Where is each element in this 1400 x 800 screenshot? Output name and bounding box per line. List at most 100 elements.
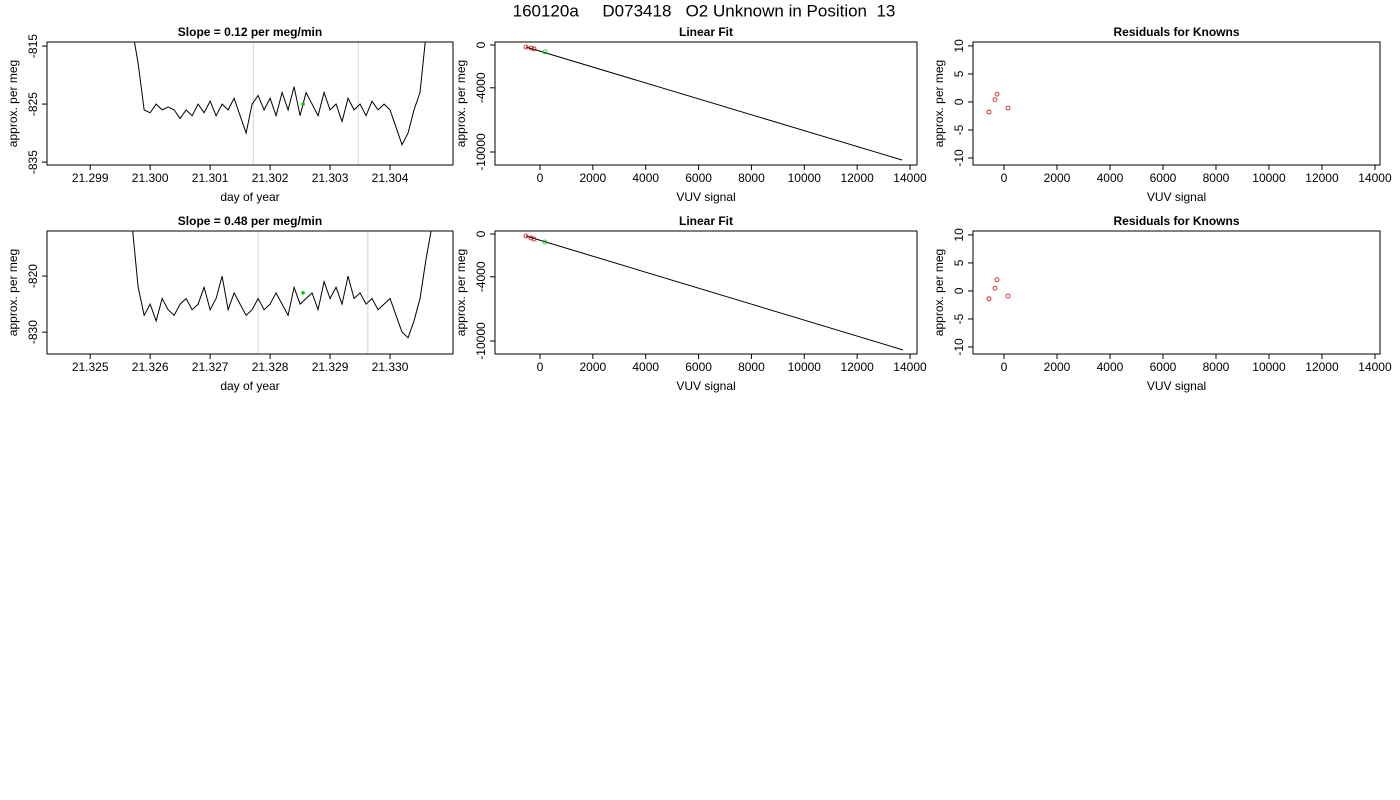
- data-line: [132, 231, 432, 339]
- plot-area: [523, 233, 904, 351]
- fit-line: [525, 46, 903, 161]
- x-tick-label: 10000: [1252, 360, 1286, 374]
- plot-frame: [972, 230, 1381, 355]
- point: [986, 109, 992, 115]
- x-tick-label: 0: [537, 171, 544, 185]
- x-tick-label: 21.304: [372, 171, 409, 185]
- plot-frame: [46, 230, 454, 355]
- x-tick-label: 21.302: [252, 171, 289, 185]
- y-tick-label: -825: [26, 92, 40, 116]
- x-tick-label: 8000: [738, 171, 765, 185]
- y-axis-label: approx. per meg: [454, 249, 468, 336]
- point: [1005, 105, 1011, 111]
- y-tick-label: -4000: [474, 261, 488, 292]
- point: [531, 46, 537, 52]
- y-tick-label: -10000: [474, 322, 488, 360]
- y-tick-label: 5: [952, 259, 966, 266]
- y-tick-label: 10: [952, 39, 966, 53]
- y-axis-label: approx. per meg: [932, 249, 946, 336]
- x-tick-label: 4000: [1097, 171, 1124, 185]
- point: [992, 97, 998, 103]
- highlight-point: [301, 102, 305, 106]
- x-tick-label: 10000: [788, 360, 822, 374]
- y-tick-label: 0: [474, 230, 488, 237]
- x-tick-label: 21.303: [312, 171, 349, 185]
- panel-title: Slope = 0.12 per meg/min: [178, 25, 322, 39]
- plot-area: [132, 231, 432, 354]
- x-tick-label: 21.299: [72, 171, 109, 185]
- plot-frame: [46, 41, 454, 166]
- highlight-point: [301, 291, 305, 295]
- y-tick-label: -10: [952, 338, 966, 356]
- y-axis-label: approx. per meg: [6, 249, 20, 336]
- panel-title: Linear Fit: [679, 214, 733, 228]
- x-axis-label: day of year: [220, 379, 279, 393]
- point: [986, 296, 992, 302]
- x-tick-label: 6000: [1150, 360, 1177, 374]
- x-tick-label: 12000: [1305, 360, 1339, 374]
- point: [992, 285, 998, 291]
- x-tick-label: 21.301: [192, 171, 229, 185]
- x-tick-label: 14000: [1358, 360, 1392, 374]
- point: [1005, 293, 1011, 299]
- y-axis-label: approx. per meg: [454, 60, 468, 147]
- y-tick-label: 10: [952, 228, 966, 242]
- plot-frame: [972, 41, 1381, 166]
- panel: Linear Fit VUV signal approx. per meg 0 2000…: [454, 214, 927, 393]
- point: [528, 235, 534, 241]
- x-tick-label: 0: [1001, 171, 1008, 185]
- x-axis-label: VUV signal: [676, 190, 735, 204]
- x-tick-label: 21.329: [312, 360, 349, 374]
- y-tick-label: -815: [26, 34, 40, 58]
- x-tick-label: 14000: [893, 171, 927, 185]
- x-tick-label: 10000: [1252, 171, 1286, 185]
- y-axis-label: approx. per meg: [932, 60, 946, 147]
- y-tick-label: -5: [952, 124, 966, 135]
- data-line: [133, 42, 426, 146]
- point: [523, 233, 529, 239]
- x-tick-label: 10000: [788, 171, 822, 185]
- x-tick-label: 0: [537, 360, 544, 374]
- panel-title: Residuals for Knowns: [1113, 214, 1239, 228]
- x-tick-label: 6000: [1150, 171, 1177, 185]
- x-tick-label: 21.300: [132, 171, 169, 185]
- x-tick-label: 21.330: [372, 360, 409, 374]
- y-tick-label: -4000: [474, 72, 488, 103]
- x-tick-label: 12000: [1305, 171, 1339, 185]
- point: [531, 236, 537, 242]
- x-tick-label: 6000: [685, 360, 712, 374]
- x-tick-label: 8000: [738, 360, 765, 374]
- x-tick-label: 2000: [1044, 360, 1071, 374]
- plot-area: [133, 42, 426, 165]
- panel: Slope = 0.48 per meg/min day of year appro…: [6, 214, 454, 393]
- point: [994, 91, 1000, 97]
- x-tick-label: 4000: [1097, 360, 1124, 374]
- x-axis-label: VUV signal: [1147, 190, 1206, 204]
- y-tick-label: -10000: [474, 133, 488, 171]
- plot-area: [986, 277, 1011, 302]
- x-tick-label: 8000: [1203, 171, 1230, 185]
- y-tick-label: 0: [952, 98, 966, 105]
- x-axis-label: day of year: [220, 190, 279, 204]
- point: [523, 44, 529, 50]
- x-tick-label: 2000: [580, 360, 607, 374]
- plot-area: [523, 44, 903, 161]
- y-tick-label: -830: [26, 320, 40, 344]
- x-tick-label: 21.325: [72, 360, 109, 374]
- x-tick-label: 8000: [1203, 360, 1230, 374]
- x-tick-label: 0: [1001, 360, 1008, 374]
- x-tick-label: 4000: [632, 171, 659, 185]
- point: [994, 277, 1000, 283]
- x-tick-label: 21.327: [192, 360, 229, 374]
- y-tick-label: -10: [952, 149, 966, 167]
- x-tick-label: 12000: [840, 171, 874, 185]
- y-tick-label: -835: [26, 150, 40, 174]
- panel: Residuals for Knowns VUV signal approx. pe…: [932, 214, 1392, 393]
- x-tick-label: 6000: [685, 171, 712, 185]
- panel: Linear Fit VUV signal approx. per meg 0 2000…: [454, 25, 927, 204]
- y-tick-label: -5: [952, 313, 966, 324]
- x-tick-label: 14000: [1358, 171, 1392, 185]
- y-axis-label: approx. per meg: [6, 60, 20, 147]
- x-tick-label: 2000: [580, 171, 607, 185]
